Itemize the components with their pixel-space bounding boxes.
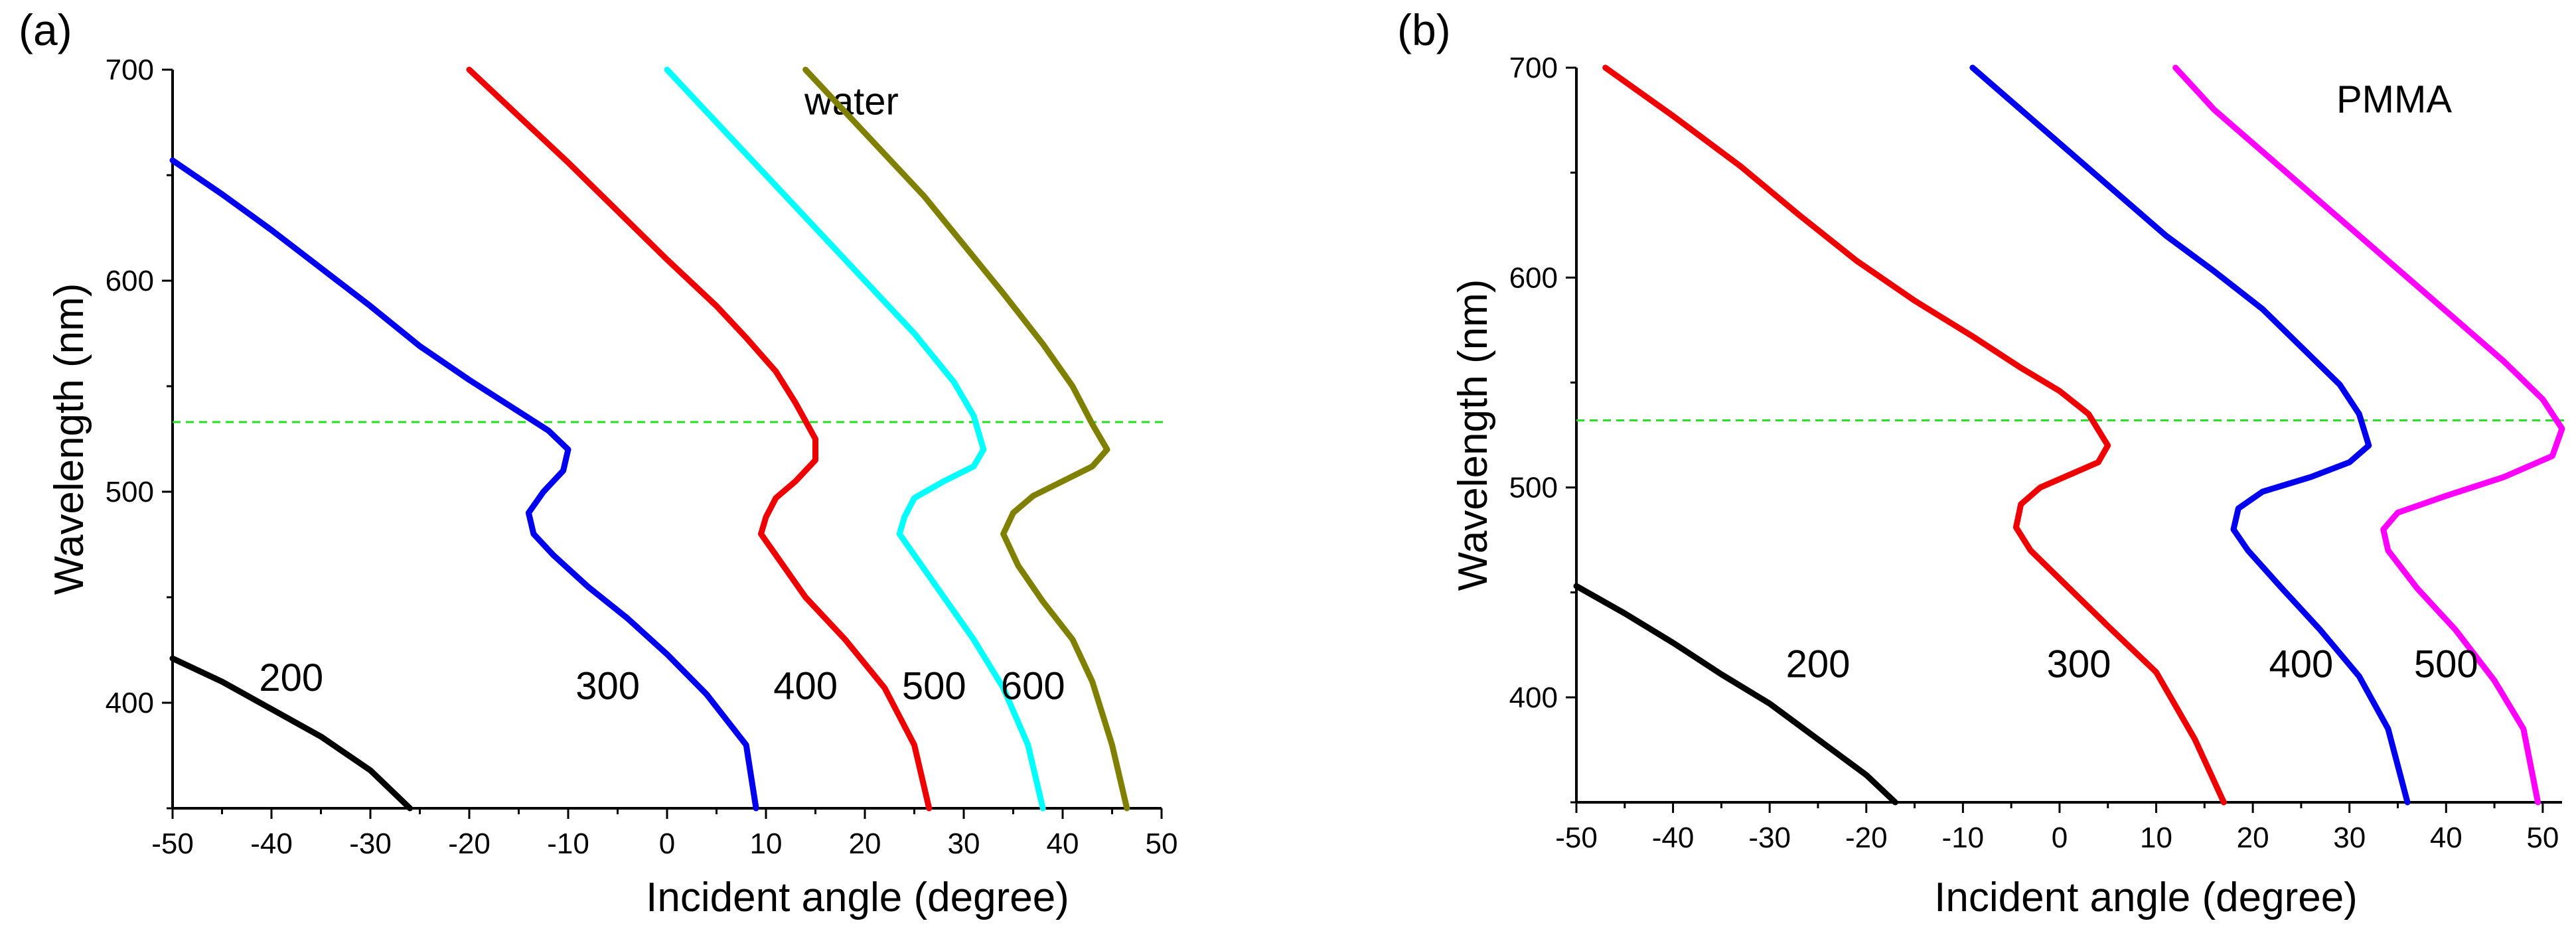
x-tick-label: -50 (151, 828, 194, 860)
curve-label-300: 300 (575, 665, 640, 708)
x-tick-label: -20 (1845, 822, 1888, 854)
curve-400 (1969, 64, 2411, 806)
x-axis-title: Incident angle (degree) (646, 875, 1069, 920)
y-tick-label: 400 (1509, 682, 1558, 714)
x-tick-label: 30 (948, 828, 980, 860)
x-tick-label: -10 (547, 828, 589, 860)
panel-b: (b) Wavelength (nm) Incident angle (degr… (1397, 5, 2565, 920)
x-tick-label: 10 (750, 828, 783, 860)
y-tick-label: 600 (1509, 261, 1558, 294)
x-tick-label: 20 (849, 828, 881, 860)
medium-label: PMMA (2336, 78, 2452, 121)
curve-label-400: 400 (773, 665, 838, 708)
x-tick-label: -40 (1652, 822, 1695, 854)
panel-a: (a) Wavelength (nm) Incident angle (degr… (19, 5, 1177, 920)
y-tick-label: 500 (106, 476, 154, 508)
panel-label: (b) (1397, 5, 1451, 54)
y-tick-label: 700 (1509, 52, 1558, 84)
x-tick-label: -30 (1748, 822, 1791, 854)
curve-200 (1573, 583, 1898, 806)
curve-500 (664, 66, 1046, 812)
y-axis-title: Wavelength (nm) (1450, 279, 1496, 591)
curve-label-600: 600 (1001, 665, 1065, 708)
x-tick-label: 50 (1146, 828, 1178, 860)
y-tick-label: 600 (106, 265, 154, 297)
y-tick-label: 500 (1509, 472, 1558, 504)
curve-300 (1602, 64, 2227, 806)
curve-500 (2172, 64, 2565, 806)
panel-label: (a) (19, 5, 72, 54)
curve-label-500: 500 (2414, 642, 2478, 686)
curve-label-200: 200 (259, 656, 323, 699)
x-tick-label: -30 (349, 828, 392, 860)
y-tick-label: 400 (106, 687, 154, 719)
curve-label-400: 400 (2269, 642, 2334, 686)
y-tick-label: 700 (106, 54, 154, 86)
curve-200 (169, 655, 414, 812)
x-tick-label: 0 (659, 828, 675, 860)
x-tick-label: -10 (1942, 822, 1985, 854)
x-tick-label: 20 (2237, 822, 2269, 854)
x-axis-title: Incident angle (degree) (1934, 875, 2358, 920)
x-tick-label: 0 (2052, 822, 2068, 854)
curve-400 (466, 66, 933, 812)
x-tick-label: 30 (2333, 822, 2366, 854)
y-axis-title: Wavelength (nm) (46, 283, 92, 595)
x-tick-label: 40 (2430, 822, 2462, 854)
curve-label-300: 300 (2047, 642, 2111, 686)
x-tick-label: -20 (448, 828, 491, 860)
x-tick-label: 50 (2526, 822, 2559, 854)
x-tick-label: -50 (1555, 822, 1598, 854)
x-tick-label: 40 (1047, 828, 1079, 860)
curve-label-200: 200 (1786, 642, 1851, 686)
curve-600 (802, 66, 1130, 812)
x-tick-label: 10 (2140, 822, 2172, 854)
curve-300 (169, 157, 759, 812)
curve-label-500: 500 (902, 665, 966, 708)
x-tick-label: -40 (250, 828, 293, 860)
